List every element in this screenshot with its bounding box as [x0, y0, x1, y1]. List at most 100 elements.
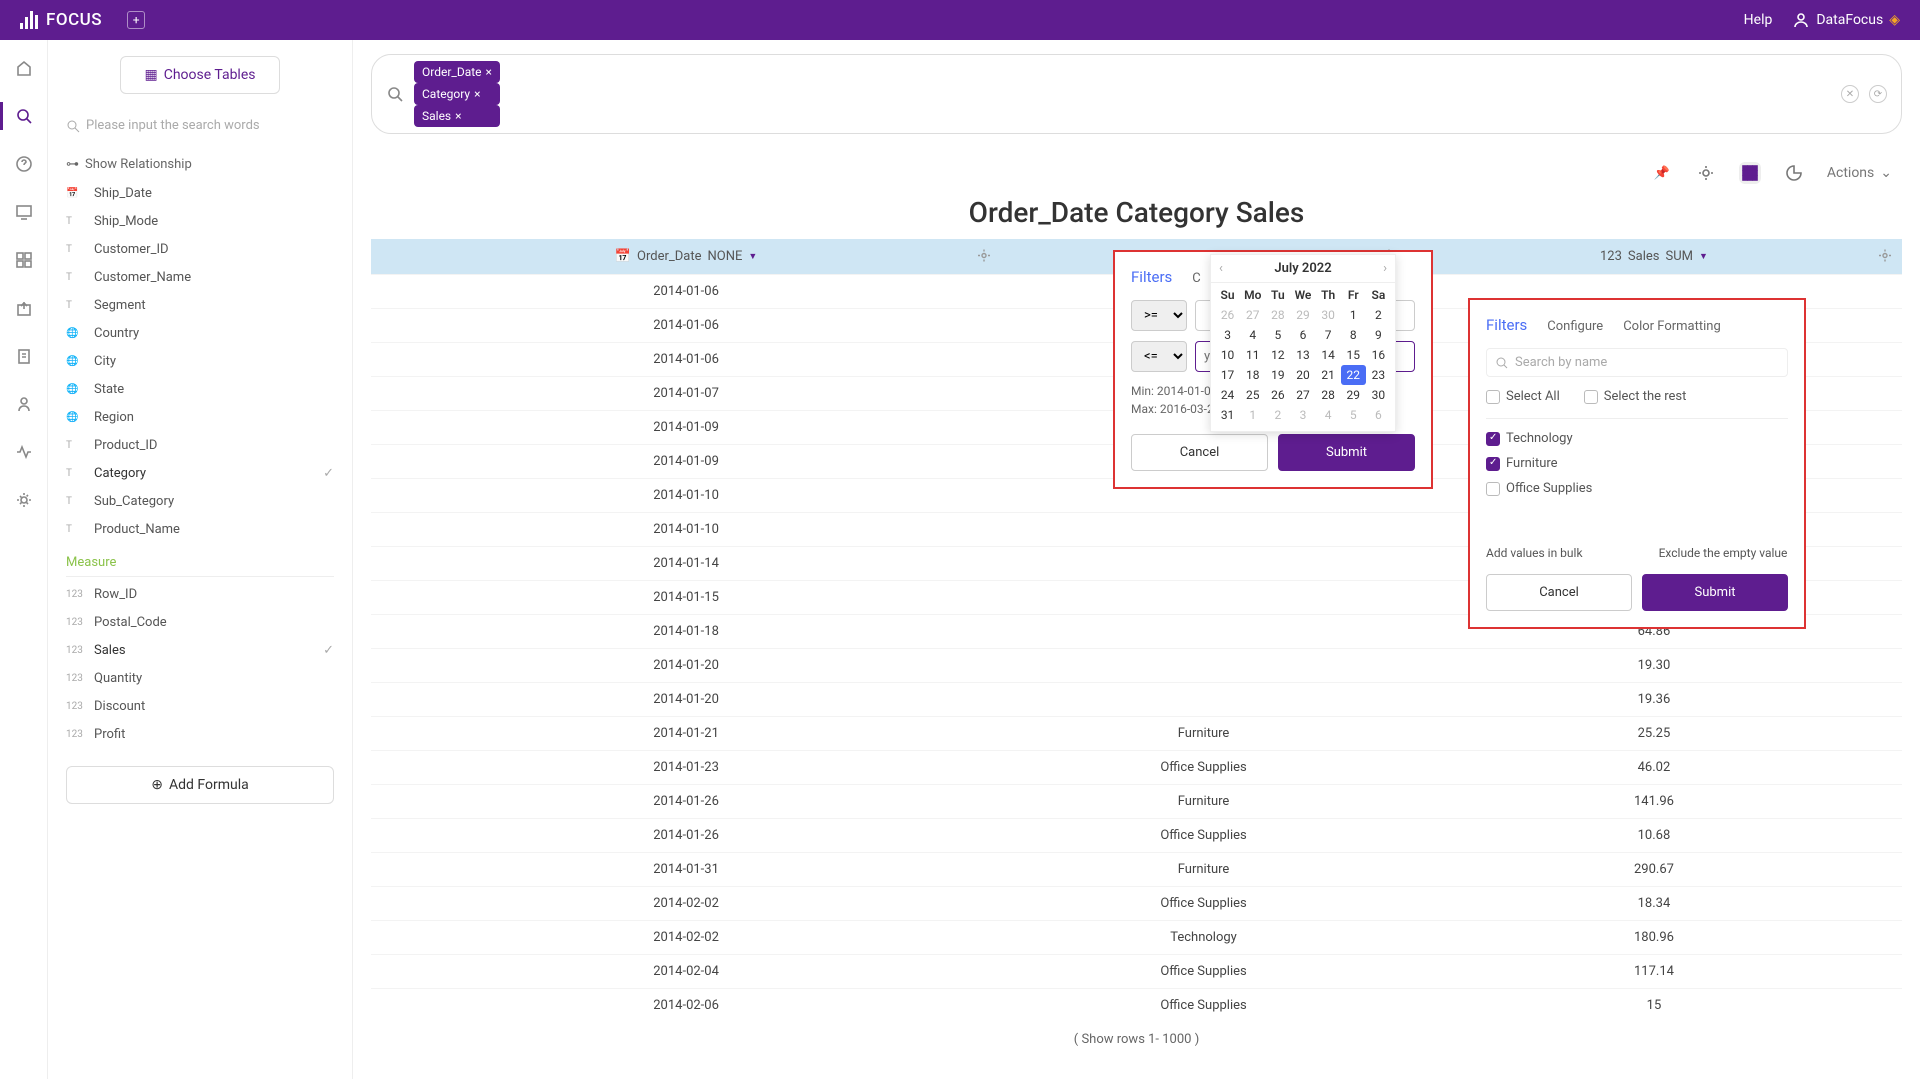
- cal-day[interactable]: 29: [1290, 305, 1315, 325]
- cal-day[interactable]: 2: [1366, 305, 1391, 325]
- table-row[interactable]: 2014-01-26Furniture141.96: [371, 785, 1902, 819]
- category-search-input[interactable]: Search by name: [1486, 348, 1788, 377]
- gear-icon[interactable]: [1878, 248, 1892, 265]
- date-submit-button[interactable]: Submit: [1278, 434, 1415, 471]
- table-row[interactable]: 2014-01-2019.36: [371, 683, 1902, 717]
- cal-day[interactable]: 3: [1215, 325, 1240, 345]
- cal-day[interactable]: 15: [1341, 345, 1366, 365]
- chip-remove-icon[interactable]: ×: [474, 87, 480, 101]
- cal-day[interactable]: 4: [1240, 325, 1265, 345]
- cal-day[interactable]: 9: [1366, 325, 1391, 345]
- cal-day[interactable]: 5: [1265, 325, 1290, 345]
- field-item[interactable]: TProduct_ID: [66, 438, 334, 453]
- date-op1-select[interactable]: >=: [1131, 300, 1187, 331]
- query-chip[interactable]: Sales×: [414, 105, 500, 127]
- user-menu[interactable]: DataFocus ◈: [1792, 11, 1900, 29]
- table-row[interactable]: 2014-01-21Furniture25.25: [371, 717, 1902, 751]
- cal-day[interactable]: 2: [1265, 405, 1290, 425]
- nav-settings[interactable]: [14, 490, 34, 510]
- cal-day[interactable]: 8: [1341, 325, 1366, 345]
- actions-dropdown[interactable]: Actions ⌄: [1827, 165, 1892, 181]
- chart-view-button[interactable]: [1783, 162, 1805, 184]
- cal-day[interactable]: 26: [1215, 305, 1240, 325]
- cal-next[interactable]: ›: [1383, 261, 1387, 276]
- grid-view-button[interactable]: [1739, 162, 1761, 184]
- cal-day[interactable]: 27: [1240, 305, 1265, 325]
- query-bar[interactable]: Order_Date×Category×Sales× ✕ ⟳: [371, 54, 1902, 134]
- table-row[interactable]: 2014-02-02Technology180.96: [371, 921, 1902, 955]
- cal-day[interactable]: 18: [1240, 365, 1265, 385]
- field-item[interactable]: 123Sales: [66, 643, 334, 658]
- table-row[interactable]: 2014-02-02Office Supplies18.34: [371, 887, 1902, 921]
- color-formatting-tab[interactable]: Color Formatting: [1623, 319, 1721, 334]
- nav-home[interactable]: [14, 58, 34, 78]
- nav-search[interactable]: [14, 106, 34, 126]
- nav-grid[interactable]: [14, 250, 34, 270]
- field-item[interactable]: TProduct_Name: [66, 522, 334, 537]
- cal-day[interactable]: 31: [1215, 405, 1240, 425]
- cal-day[interactable]: 27: [1290, 385, 1315, 405]
- add-formula-button[interactable]: ⊕ Add Formula: [66, 766, 334, 804]
- cal-day[interactable]: 11: [1240, 345, 1265, 365]
- configure-tab[interactable]: Configure: [1547, 319, 1603, 334]
- cal-day[interactable]: 26: [1265, 385, 1290, 405]
- new-button[interactable]: +: [127, 11, 145, 29]
- field-item[interactable]: TSub_Category: [66, 494, 334, 509]
- table-row[interactable]: 2014-01-31Furniture290.67: [371, 853, 1902, 887]
- cal-day[interactable]: 7: [1316, 325, 1341, 345]
- field-item[interactable]: TCategory: [66, 466, 334, 481]
- field-item[interactable]: TCustomer_ID: [66, 242, 334, 257]
- table-row[interactable]: 2014-02-04Office Supplies117.14: [371, 955, 1902, 989]
- table-row[interactable]: 2014-01-23Office Supplies46.02: [371, 751, 1902, 785]
- field-item[interactable]: 🌐Region: [66, 410, 334, 425]
- gear-icon[interactable]: [977, 248, 991, 265]
- nav-activity[interactable]: [14, 442, 34, 462]
- cal-day[interactable]: 29: [1341, 385, 1366, 405]
- field-item[interactable]: 123Profit: [66, 727, 334, 742]
- refresh-button[interactable]: ⟳: [1869, 85, 1887, 103]
- select-all-checkbox[interactable]: Select All: [1486, 389, 1560, 404]
- choose-tables-button[interactable]: ▦ Choose Tables: [120, 56, 280, 94]
- cal-day[interactable]: 28: [1265, 305, 1290, 325]
- nav-monitor[interactable]: [14, 202, 34, 222]
- field-item[interactable]: 123Discount: [66, 699, 334, 714]
- table-row[interactable]: 2014-02-06Office Supplies15: [371, 989, 1902, 1023]
- field-item[interactable]: 123Quantity: [66, 671, 334, 686]
- filters-tab[interactable]: Filters: [1131, 268, 1172, 286]
- field-item[interactable]: TSegment: [66, 298, 334, 313]
- cal-day[interactable]: 20: [1290, 365, 1315, 385]
- add-bulk-link[interactable]: Add values in bulk: [1486, 546, 1583, 560]
- table-row[interactable]: 2014-01-2019.30: [371, 649, 1902, 683]
- field-item[interactable]: 🌐State: [66, 382, 334, 397]
- chip-remove-icon[interactable]: ×: [455, 109, 461, 123]
- field-item[interactable]: TShip_Mode: [66, 214, 334, 229]
- cal-day[interactable]: 3: [1290, 405, 1315, 425]
- cal-day[interactable]: 1: [1240, 405, 1265, 425]
- cal-prev[interactable]: ‹: [1219, 261, 1223, 276]
- cal-day[interactable]: 5: [1341, 405, 1366, 425]
- chip-remove-icon[interactable]: ×: [486, 65, 492, 79]
- cal-day[interactable]: 24: [1215, 385, 1240, 405]
- cal-day[interactable]: 17: [1215, 365, 1240, 385]
- cal-day[interactable]: 1: [1341, 305, 1366, 325]
- category-cancel-button[interactable]: Cancel: [1486, 574, 1632, 611]
- pin-button[interactable]: 📌: [1651, 162, 1673, 184]
- category-option[interactable]: Technology: [1486, 431, 1788, 446]
- field-item[interactable]: TCustomer_Name: [66, 270, 334, 285]
- cal-day[interactable]: 14: [1316, 345, 1341, 365]
- field-item[interactable]: 🌐City: [66, 354, 334, 369]
- date-cancel-button[interactable]: Cancel: [1131, 434, 1268, 471]
- cal-day[interactable]: 19: [1265, 365, 1290, 385]
- field-item[interactable]: 🌐Country: [66, 326, 334, 341]
- cal-day[interactable]: 13: [1290, 345, 1315, 365]
- exclude-empty-link[interactable]: Exclude the empty value: [1658, 546, 1788, 560]
- cal-day[interactable]: 30: [1366, 385, 1391, 405]
- cal-day[interactable]: 4: [1316, 405, 1341, 425]
- column-header[interactable]: 123SalesSUM▼: [1406, 239, 1902, 275]
- cal-day[interactable]: 30: [1316, 305, 1341, 325]
- date-op2-select[interactable]: <=: [1131, 341, 1187, 372]
- category-option[interactable]: Office Supplies: [1486, 481, 1788, 496]
- query-chip[interactable]: Order_Date×: [414, 61, 500, 83]
- field-item[interactable]: 123Row_ID: [66, 587, 334, 602]
- cal-day[interactable]: 23: [1366, 365, 1391, 385]
